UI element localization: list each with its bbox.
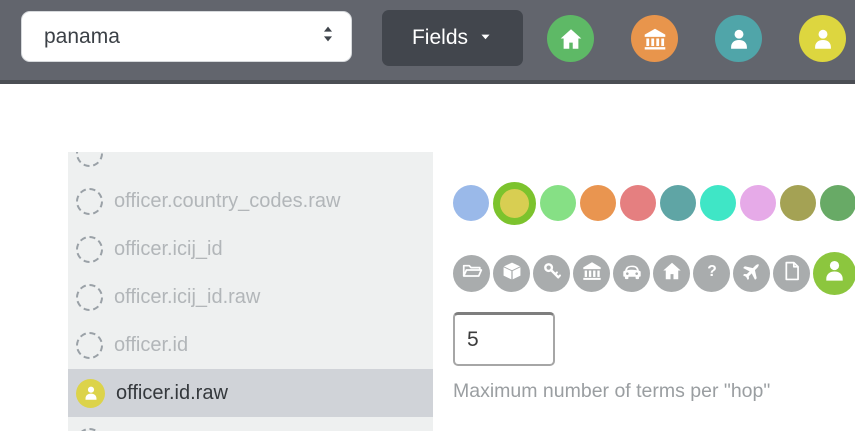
caret-down-icon [478,26,493,50]
icon-option[interactable] [613,254,650,292]
field-label: officer.country_codes.raw [114,189,341,212]
key-icon [541,260,563,287]
icon-option[interactable] [533,254,570,292]
question-icon [701,260,723,287]
field-list-item[interactable]: officer.id [68,321,433,369]
color-swatch[interactable] [660,185,696,221]
field-term-icon [76,283,103,311]
field-label: officer.icij_id [114,237,223,260]
icon-option[interactable] [653,254,690,292]
color-swatch[interactable] [580,185,616,221]
field-term-icon [76,427,103,431]
color-swatch[interactable] [740,185,776,221]
vertex-button[interactable] [715,15,762,62]
fields-button-label: Fields [411,26,469,49]
field-list: officer.country_codes.raw officer.icij_i… [68,152,433,431]
person-icon [821,257,848,289]
index-pattern-select[interactable]: panama [21,11,352,62]
person-icon [810,26,836,52]
home-icon [558,26,584,52]
field-list-item[interactable]: officer.country_codes.raw [68,177,433,225]
icon-option[interactable] [813,251,855,295]
icon-option[interactable] [573,254,610,292]
vertex-button[interactable] [547,15,594,62]
file-icon [781,260,803,287]
cube-icon [501,260,523,287]
field-label: officer.icij_id.raw [114,285,261,308]
color-swatch[interactable] [700,185,736,221]
icon-option[interactable] [493,254,530,292]
field-term-icon [76,235,103,263]
car-icon [621,260,643,287]
color-swatch[interactable] [453,185,489,221]
field-list-item[interactable]: officer... [68,417,433,431]
field-list-item[interactable]: officer.icij_id [68,225,433,273]
home-icon [661,260,683,287]
field-label: officer.id.raw [116,381,228,404]
color-swatch[interactable] [493,181,536,225]
field-config-panel: Maximum number of terms per "hop" [453,181,855,403]
bank-icon [642,26,668,52]
field-term-icon [76,331,103,359]
field-label: officer.id [114,333,189,356]
max-terms-input[interactable] [453,312,555,366]
icon-option[interactable] [453,254,490,292]
vertex-button[interactable] [799,15,846,62]
person-icon [726,26,752,52]
icon-option[interactable] [733,254,770,292]
field-list-item[interactable] [68,152,433,177]
field-term-icon [76,378,105,408]
field-list-item[interactable]: officer.icij_id.raw [68,273,433,321]
color-swatch[interactable] [620,185,656,221]
plane-icon [741,260,763,287]
color-swatch[interactable] [820,185,855,221]
field-term-icon [76,187,103,215]
vertex-button-row [547,15,846,62]
bank-icon [581,260,603,287]
field-label: officer... [114,430,184,432]
icon-picker [453,251,855,295]
field-term-icon [76,152,103,167]
vertex-button[interactable] [631,15,678,62]
color-swatch[interactable] [540,185,576,221]
toolbar: panama Fields [0,0,855,84]
folder-open-icon [461,260,483,287]
icon-option[interactable] [693,254,730,292]
select-updown-icon [317,23,339,50]
color-picker [453,181,855,225]
fields-dropdown-button[interactable]: Fields [382,10,523,66]
field-list-item[interactable]: officer.id.raw [68,369,433,417]
icon-option[interactable] [773,254,810,292]
color-swatch[interactable] [780,185,816,221]
index-pattern-value: panama [44,24,120,48]
max-terms-label: Maximum number of terms per "hop" [453,380,771,402]
